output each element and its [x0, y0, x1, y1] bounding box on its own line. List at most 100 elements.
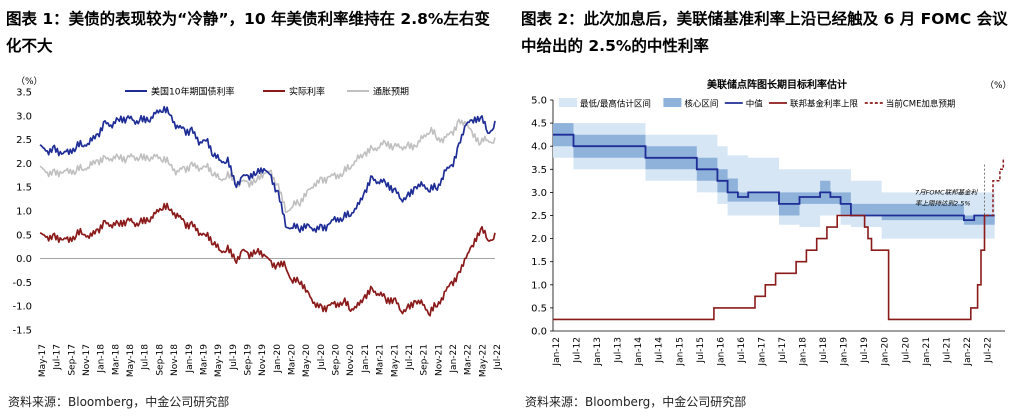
cme-expectation-line — [986, 157, 1005, 217]
legend-label: 通胀预期 — [373, 87, 409, 98]
y-tick-label: 0.5 — [531, 303, 547, 314]
x-tick-label: Jul-20 — [317, 344, 327, 371]
x-tick-label: Jan-22 — [449, 344, 459, 374]
legend-label: 美国10年期国债利率 — [151, 86, 234, 98]
series-line — [39, 105, 496, 233]
legend-swatch — [559, 98, 577, 107]
x-tick-label: Jul-18 — [819, 337, 829, 364]
y-tick-label: 0.0 — [16, 254, 32, 265]
x-tick-label: Jul-14 — [655, 337, 665, 364]
y-tick-label: 1.0 — [16, 207, 32, 218]
x-tick-label: Jul-18 — [141, 344, 151, 371]
y-tick-label: 2.0 — [16, 159, 32, 170]
fed-funds-line — [553, 214, 987, 321]
y-tick-label: 5.0 — [531, 96, 547, 107]
annotation-text: 率上限持达到2.5% — [915, 200, 971, 208]
x-tick-label: Jan-13 — [593, 337, 603, 367]
x-tick-label: Jul-17 — [53, 344, 63, 371]
x-tick-label: Jan-12 — [552, 337, 562, 367]
series-line — [39, 202, 496, 317]
y-tick-label: 4.0 — [531, 142, 547, 153]
x-tick-label: Jan-19 — [840, 337, 850, 367]
x-tick-label: May-19 — [214, 344, 224, 377]
y-tick-label: -1.0 — [12, 302, 32, 313]
y-tick-label: 2.5 — [16, 135, 32, 146]
y-tick-label: 1.0 — [531, 280, 547, 291]
legend-label: 联邦基金利率上限 — [790, 99, 859, 110]
x-tick-label: Nov-20 — [346, 344, 356, 376]
x-tick-label: Jan-19 — [185, 344, 195, 374]
unit-label: （%） — [985, 80, 1012, 91]
x-tick-label: Jan-21 — [361, 344, 371, 374]
unit-label: （%） — [16, 76, 43, 87]
x-tick-label: Jul-20 — [901, 337, 911, 364]
x-tick-label: May-22 — [478, 344, 488, 377]
x-tick-label: Jan-20 — [273, 344, 283, 374]
treasury-yield-chart: （%） -1.5 -1.0 -0.5 0.0 0.5 1.0 1.5 2.0 2.5 3.0 3.5 M… — [12, 76, 503, 377]
x-tick-label: Sep-19 — [243, 344, 253, 376]
x-tick-label: Jan-21 — [922, 337, 932, 367]
x-tick-label: Jul-19 — [229, 344, 239, 371]
x-tick-label: Jan-22 — [963, 337, 973, 367]
y-tick-label: 2.5 — [531, 211, 547, 222]
legend-label: 中值 — [746, 99, 764, 110]
y-tick-label: 3.5 — [16, 88, 32, 99]
legend-label: 最低/最高估计区间 — [580, 99, 651, 110]
x-tick-label: May-17 — [38, 344, 48, 377]
y-tick-label: 4.5 — [531, 119, 547, 130]
x-tick-label: Nov-19 — [258, 344, 268, 376]
y-tick-label: -1.5 — [12, 326, 32, 337]
annotation-text: 7月FOMC联邦基金利 — [915, 189, 979, 197]
x-tick-label: Jan-18 — [799, 337, 809, 367]
x-tick-label: Nov-17 — [82, 344, 92, 376]
legend-label: 当前CME加息预期 — [886, 99, 956, 110]
x-tick-label: Mar-22 — [464, 344, 474, 375]
x-tick-label: Jan-14 — [634, 337, 644, 367]
x-tick-label: Jan-15 — [675, 337, 685, 367]
x-tick-label: Nov-21 — [434, 344, 444, 376]
x-tick-label: Sep-21 — [420, 344, 430, 376]
x-tick-label: Sep-18 — [155, 344, 165, 376]
x-tick-label: Jul-22 — [493, 344, 503, 371]
x-tick-label: Jan-20 — [881, 337, 891, 367]
x-tick-label: Sep-17 — [67, 344, 77, 376]
x-tick-label: Jul-19 — [860, 337, 870, 364]
y-tick-label: 3.0 — [531, 188, 547, 199]
x-tick-label: Jul-21 — [942, 337, 952, 364]
x-tick-label: Jan-16 — [716, 337, 726, 367]
x-tick-label: Nov-18 — [170, 344, 180, 376]
y-tick-label: 3.0 — [16, 111, 32, 122]
core-band — [553, 123, 995, 225]
series-line — [39, 118, 496, 214]
x-tick-label: Mar-20 — [288, 344, 298, 375]
y-tick-label: 0.5 — [16, 230, 32, 241]
y-tick-label: 0.0 — [531, 327, 547, 338]
x-tick-label: Sep-20 — [332, 344, 342, 376]
y-tick-label: -0.5 — [12, 278, 32, 289]
fed-dot-plot-chart: 0.0 0.5 1.0 1.5 2.0 2.5 3.0 3.5 4.0 4.5 5.0 美联储点阵图长… — [531, 78, 1012, 367]
median-line — [553, 133, 995, 221]
legend-label: 核心区间 — [684, 99, 718, 110]
figure2-source: 资料来源：Bloomberg，中金公司研究部 — [525, 395, 747, 409]
x-tick-label: Jul-22 — [983, 337, 993, 364]
x-tick-label: Jul-15 — [696, 337, 706, 364]
x-tick-label: May-20 — [302, 344, 312, 377]
x-tick-label: Jul-16 — [737, 337, 747, 364]
x-tick-label: Jul-17 — [778, 337, 788, 364]
x-tick-label: Jul-13 — [614, 337, 624, 364]
x-tick-label: Mar-21 — [376, 344, 386, 375]
y-tick-label: 1.5 — [16, 183, 32, 194]
legend-swatch — [663, 98, 682, 107]
x-tick-label: Jul-21 — [405, 344, 415, 371]
figure1-source: 资料来源：Bloomberg，中金公司研究部 — [8, 395, 230, 409]
y-tick-label: 3.5 — [531, 165, 547, 176]
y-tick-label: 1.5 — [531, 257, 547, 268]
x-tick-label: Mar-19 — [199, 344, 209, 375]
y-tick-label: 2.0 — [531, 234, 547, 245]
chart-title: 美联储点阵图长期目标利率估计 — [707, 78, 847, 91]
x-tick-label: May-21 — [390, 344, 400, 377]
legend-label: 实际利率 — [289, 86, 325, 98]
figure1-title: 图表 1：美债的表现较为“冷静”，10 年美债利率维持在 2.8%左右变化不大 — [6, 10, 490, 55]
x-tick-label: Jul-12 — [573, 337, 583, 364]
figure2-title: 图表 2：此次加息后，美联储基准利率上沿已经触及 6 月 FOMC 会议中给出的… — [521, 10, 1008, 55]
